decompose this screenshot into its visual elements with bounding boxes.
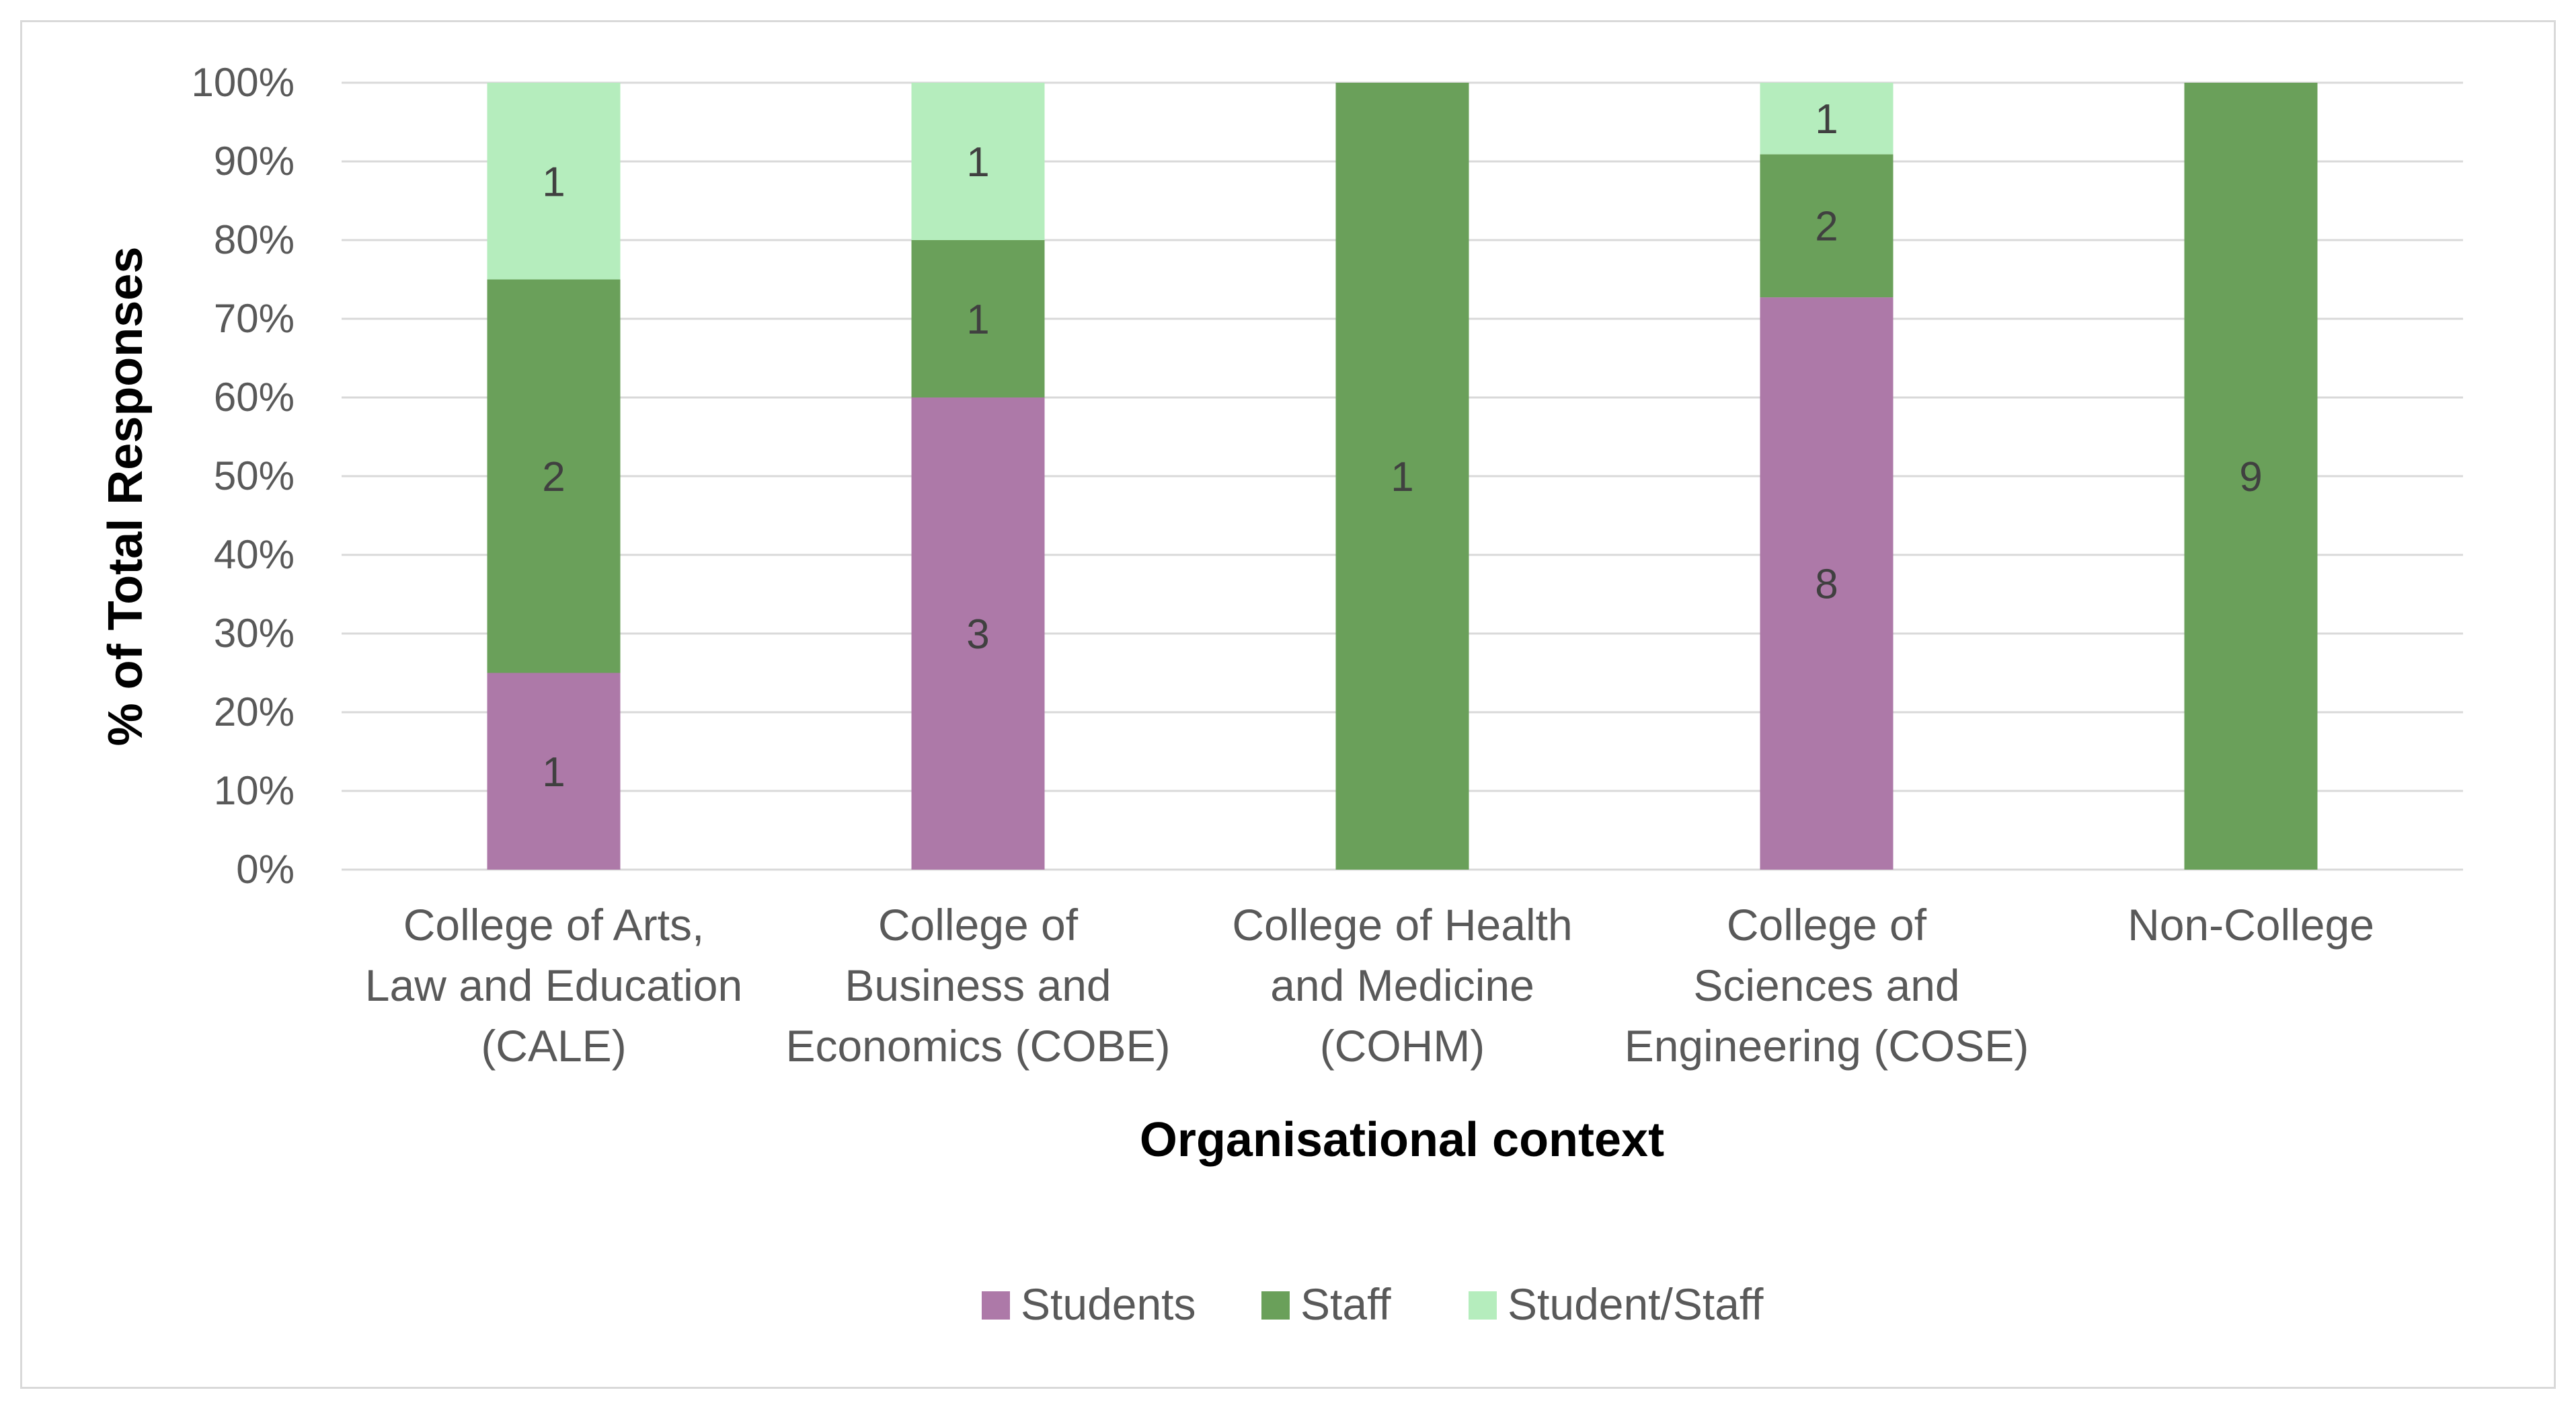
legend-label: Students — [1021, 1279, 1196, 1329]
y-axis-title: % of Total Responses — [99, 247, 153, 747]
data-label: 2 — [542, 454, 565, 500]
bar-segment — [1335, 83, 1469, 870]
y-tick-label: 0% — [236, 847, 295, 892]
stacked-bar-chart: 0%10%20%30%40%50%60%70%80%90%100% 121311… — [99, 60, 2463, 1329]
legend: Students Staff Student/Staff — [982, 1279, 1764, 1329]
y-tick-label: 90% — [214, 139, 295, 184]
bar-segment — [911, 83, 1045, 240]
y-tick-label: 100% — [192, 60, 295, 105]
bar-segment — [1760, 297, 1894, 870]
legend-label: Staff — [1300, 1279, 1391, 1329]
x-category-label: Non-College — [2128, 900, 2374, 950]
bar-segment — [487, 279, 621, 673]
legend-item: Staff — [1261, 1279, 1391, 1329]
data-label: 1 — [542, 749, 565, 796]
legend-swatch — [1469, 1291, 1497, 1320]
y-tick-label: 60% — [214, 375, 295, 420]
bars — [487, 83, 2318, 870]
x-category-label: College of Business and Economics (COBE) — [785, 900, 1170, 1071]
bar-segment — [2184, 83, 2318, 870]
bar-segment — [1760, 83, 1894, 155]
x-axis-title: Organisational context — [1140, 1113, 1664, 1167]
legend-item: Student/Staff — [1469, 1279, 1764, 1329]
y-tick-label: 40% — [214, 532, 295, 577]
legend-swatch — [982, 1291, 1010, 1320]
x-category-label: College of Sciences and Engineering (COSE) — [1625, 900, 2029, 1071]
data-labels: 1 2 1 3 1 1 1 8 2 1 9 — [542, 96, 2262, 796]
y-tick-label: 50% — [214, 453, 295, 498]
data-label: 1 — [966, 297, 989, 343]
y-tick-label: 30% — [214, 611, 295, 656]
data-label: 1 — [966, 139, 989, 186]
y-tick-label: 20% — [214, 689, 295, 734]
data-label: 8 — [1815, 562, 1838, 608]
y-tick-label: 70% — [214, 296, 295, 341]
y-axis-ticks: 0% 10% 20% 30% 40% 50% 60% 70% 80% 90% 100% — [192, 60, 295, 892]
data-label: 3 — [966, 611, 989, 658]
data-label: 9 — [2239, 454, 2262, 500]
x-category-label: College of Arts, Law and Education (CALE) — [365, 900, 742, 1071]
data-label: 1 — [1391, 454, 1413, 500]
legend-label: Student/Staff — [1508, 1279, 1764, 1329]
legend-swatch — [1261, 1291, 1290, 1320]
data-label: 1 — [1815, 96, 1838, 143]
bar-segment — [487, 673, 621, 870]
x-axis-categories: College of Arts, Law and Education (CALE) C… — [365, 900, 2374, 1071]
data-label: 1 — [542, 159, 565, 205]
x-category-label: College of Health and Medicine (COHM) — [1232, 900, 1572, 1071]
bar-segment — [487, 83, 621, 280]
bar-segment — [1760, 154, 1894, 298]
bar-segment — [911, 397, 1045, 870]
y-tick-label: 80% — [214, 217, 295, 262]
y-tick-label: 10% — [214, 768, 295, 813]
data-label: 2 — [1815, 204, 1838, 250]
bar-segment — [911, 240, 1045, 397]
legend-item: Students — [982, 1279, 1196, 1329]
